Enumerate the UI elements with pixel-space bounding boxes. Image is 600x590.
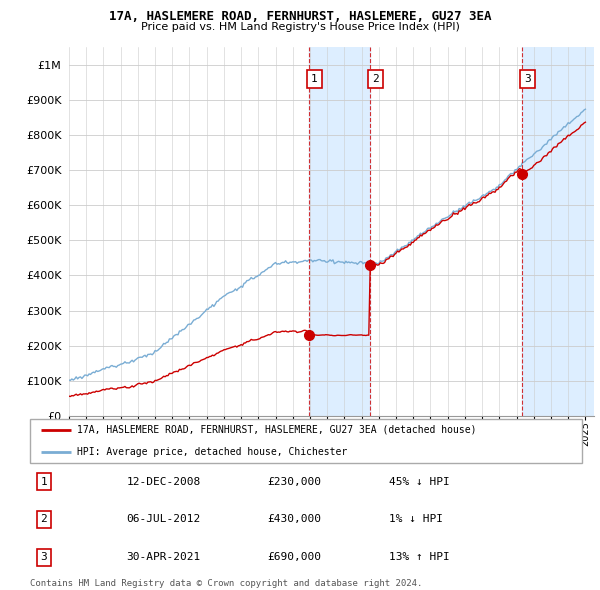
Text: 13% ↑ HPI: 13% ↑ HPI	[389, 552, 449, 562]
Text: 3: 3	[524, 74, 531, 84]
Text: 1: 1	[311, 74, 317, 84]
Text: 1: 1	[40, 477, 47, 487]
Text: 2: 2	[372, 74, 379, 84]
Text: Contains HM Land Registry data © Crown copyright and database right 2024.
This d: Contains HM Land Registry data © Crown c…	[30, 579, 422, 590]
Text: 17A, HASLEMERE ROAD, FERNHURST, HASLEMERE, GU27 3EA: 17A, HASLEMERE ROAD, FERNHURST, HASLEMER…	[109, 10, 491, 23]
Bar	[522, 47, 594, 416]
FancyBboxPatch shape	[30, 419, 582, 463]
Text: 06-JUL-2012: 06-JUL-2012	[127, 514, 201, 525]
Text: 45% ↓ HPI: 45% ↓ HPI	[389, 477, 449, 487]
Text: 1% ↓ HPI: 1% ↓ HPI	[389, 514, 443, 525]
Text: 2: 2	[40, 514, 47, 525]
Text: 30-APR-2021: 30-APR-2021	[127, 552, 201, 562]
Text: HPI: Average price, detached house, Chichester: HPI: Average price, detached house, Chic…	[77, 447, 347, 457]
Text: £430,000: £430,000	[268, 514, 322, 525]
Text: £690,000: £690,000	[268, 552, 322, 562]
Bar	[309, 47, 370, 416]
Text: 17A, HASLEMERE ROAD, FERNHURST, HASLEMERE, GU27 3EA (detached house): 17A, HASLEMERE ROAD, FERNHURST, HASLEMER…	[77, 425, 476, 435]
Text: £230,000: £230,000	[268, 477, 322, 487]
Text: Price paid vs. HM Land Registry's House Price Index (HPI): Price paid vs. HM Land Registry's House …	[140, 22, 460, 32]
Text: 12-DEC-2008: 12-DEC-2008	[127, 477, 201, 487]
Text: 3: 3	[40, 552, 47, 562]
